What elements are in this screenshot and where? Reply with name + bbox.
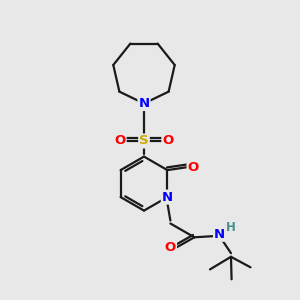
Text: O: O — [188, 160, 199, 174]
Text: N: N — [138, 97, 150, 110]
Text: O: O — [114, 134, 126, 148]
Text: O: O — [162, 134, 174, 148]
Text: O: O — [165, 241, 176, 254]
Text: H: H — [225, 221, 235, 234]
Text: N: N — [162, 190, 173, 204]
Text: S: S — [139, 134, 149, 148]
Text: N: N — [214, 228, 225, 241]
